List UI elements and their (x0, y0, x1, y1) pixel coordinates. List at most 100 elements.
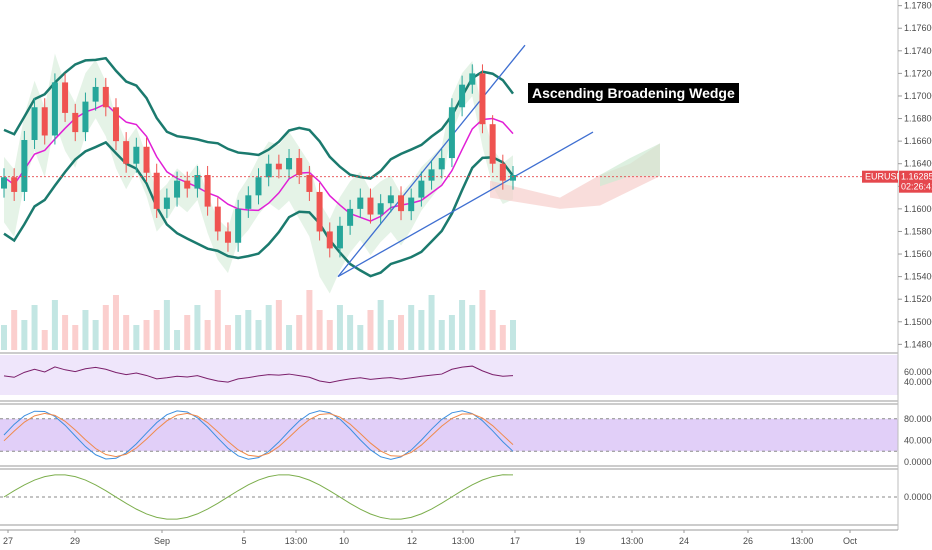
x-tick-label: 12 (407, 536, 417, 546)
bollinger-bands (3, 56, 514, 278)
candle-body (286, 158, 293, 170)
volume-bar (296, 315, 303, 350)
bollinger-lower (3, 140, 514, 278)
symbol-badge (862, 170, 898, 183)
candle-body (275, 163, 282, 170)
price-tick-label: 1.14800 (904, 339, 932, 349)
candle-body (123, 141, 130, 164)
candle-body (255, 177, 262, 196)
candle-body (82, 101, 89, 133)
annotation-label: Ascending Broadening Wedge (528, 83, 739, 103)
macd-tick-label: 0.0000 (904, 492, 932, 502)
volume-bar (41, 330, 48, 350)
x-tick-label: Sep (154, 536, 170, 546)
volume-bar (316, 310, 323, 350)
candle-body (11, 177, 18, 192)
candle-body (21, 140, 28, 192)
volume-bar (184, 315, 191, 350)
price-badge (899, 170, 932, 193)
volume-bar (51, 300, 58, 350)
countdown-label: 02:26:41 (901, 182, 932, 192)
volume-bar (387, 320, 394, 350)
volume-bar (306, 290, 313, 350)
candle-body (62, 82, 69, 113)
volume-bar (438, 320, 445, 350)
candle-body (510, 175, 516, 181)
candle-body (214, 206, 221, 232)
volume-bar (255, 320, 262, 350)
candle-body (408, 197, 415, 212)
candle-body (357, 197, 364, 209)
volume-bar (11, 310, 18, 350)
volume-bar (153, 310, 160, 350)
volume-bar (72, 325, 79, 350)
volume-bar (163, 300, 170, 350)
price-tick-label: 1.17800 (904, 1, 932, 11)
x-tick-label: 13:00 (791, 536, 814, 546)
x-tick-label: 13:00 (285, 536, 308, 546)
volume-bar (347, 315, 354, 350)
volume-bar (469, 305, 476, 350)
candle-body (153, 172, 160, 209)
bollinger-upper (3, 56, 514, 180)
price-tick-label: 1.15000 (904, 317, 932, 327)
price-tick-label: 1.17000 (904, 91, 932, 101)
candle-body (428, 169, 435, 181)
x-tick-label: 17 (510, 536, 520, 546)
volume-bar (102, 305, 109, 350)
candle-body (316, 191, 323, 232)
stoch-tick-label: 40.0000 (904, 435, 932, 445)
stoch-k-line (3, 410, 514, 460)
stoch-d-line (3, 412, 514, 458)
candle-body (72, 112, 79, 133)
x-tick-label: 26 (743, 536, 753, 546)
candle-body (1, 177, 7, 189)
price-tick-label: 1.17400 (904, 46, 932, 56)
candle-body (499, 163, 506, 181)
volume-bar (92, 320, 99, 350)
volume-bar (133, 325, 140, 350)
candle-body (235, 208, 242, 243)
candle-body (479, 73, 486, 125)
candle-body (184, 180, 191, 189)
volume-bar (265, 305, 272, 350)
volume-bar (367, 310, 374, 350)
price-tick-label: 1.16000 (904, 204, 932, 214)
price-tick-label: 1.15400 (904, 272, 932, 282)
volume-bar (428, 295, 435, 350)
price-tick-label: 1.16400 (904, 159, 932, 169)
candle-body (377, 203, 384, 215)
candle-body (387, 195, 394, 204)
x-tick-label: 10 (339, 536, 349, 546)
symbol-label: EURUSD (865, 172, 904, 182)
candle-body (469, 73, 476, 85)
candle-body (347, 208, 354, 226)
volume-bar (224, 325, 231, 350)
x-tick-label: 27 (3, 536, 13, 546)
volume-bar (377, 300, 384, 350)
x-tick-label: 13:00 (452, 536, 475, 546)
candle-body (326, 231, 333, 249)
candles (1, 64, 516, 258)
volume-bar (123, 315, 130, 350)
candle-body (174, 180, 181, 198)
volume-bar (245, 310, 252, 350)
volume-bar (408, 305, 415, 350)
price-tick-label: 1.16800 (904, 114, 932, 124)
candle-body (489, 124, 496, 164)
candle-body (31, 107, 38, 140)
stoch-band (0, 418, 898, 452)
candle-body (418, 180, 425, 198)
candle-body (92, 86, 99, 102)
rsi-line (3, 365, 514, 384)
volume-bar (418, 310, 425, 350)
volume-bar (21, 320, 28, 350)
volume-bar (112, 295, 119, 350)
candle-body (133, 146, 140, 164)
stoch-tick-label: 80.0000 (904, 414, 932, 424)
moving-average (3, 102, 514, 222)
x-tick-label: 13:00 (621, 536, 644, 546)
